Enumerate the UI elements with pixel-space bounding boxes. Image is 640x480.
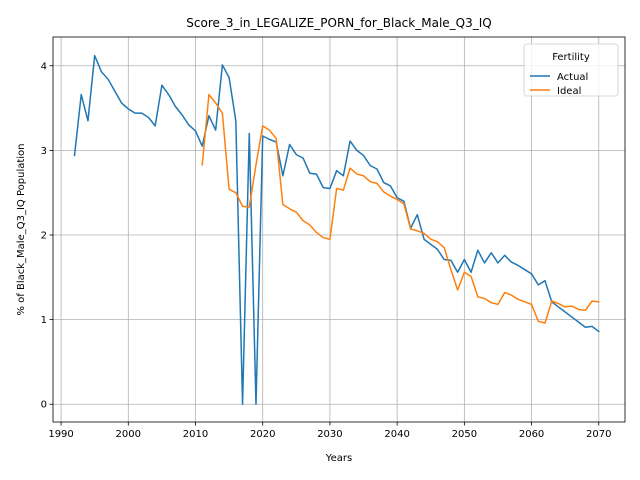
y-tick-label: 1 <box>41 315 47 326</box>
y-tick-label: 4 <box>41 61 47 72</box>
x-tick-label: 2000 <box>116 429 141 440</box>
x-tick-label: 2040 <box>384 429 409 440</box>
x-tick-label: 2050 <box>452 429 477 440</box>
legend: Fertility Actual Ideal <box>523 43 619 97</box>
y-axis: 0 1 2 3 4 <box>41 61 53 411</box>
y-axis-label: % of Black_Male_Q3_IQ Population <box>16 143 27 315</box>
x-tick-label: 2060 <box>519 429 544 440</box>
plot-frame <box>52 36 626 423</box>
y-tick-label: 0 <box>41 400 47 411</box>
x-tick-label: 1990 <box>48 429 73 440</box>
chart-title: Score_3_in_LEGALIZE_PORN_for_Black_Male_… <box>186 16 491 30</box>
series-layer <box>73 54 600 405</box>
x-tick-label: 2010 <box>183 429 208 440</box>
y-tick-label: 2 <box>41 231 47 242</box>
legend-frame <box>523 43 619 97</box>
legend-label-actual: Actual <box>557 72 588 83</box>
series-line-ideal <box>201 93 600 324</box>
legend-title: Fertility <box>552 52 590 63</box>
x-axis-label: Years <box>325 453 352 464</box>
legend-label-ideal: Ideal <box>557 86 581 97</box>
x-tick-label: 2070 <box>586 429 611 440</box>
x-axis: 1990 2000 2010 2020 2030 2040 2050 2060 2070 <box>48 422 612 440</box>
y-tick-label: 3 <box>41 146 47 157</box>
x-tick-label: 2030 <box>317 429 342 440</box>
series-line-actual <box>73 54 600 405</box>
x-tick-label: 2020 <box>250 429 275 440</box>
